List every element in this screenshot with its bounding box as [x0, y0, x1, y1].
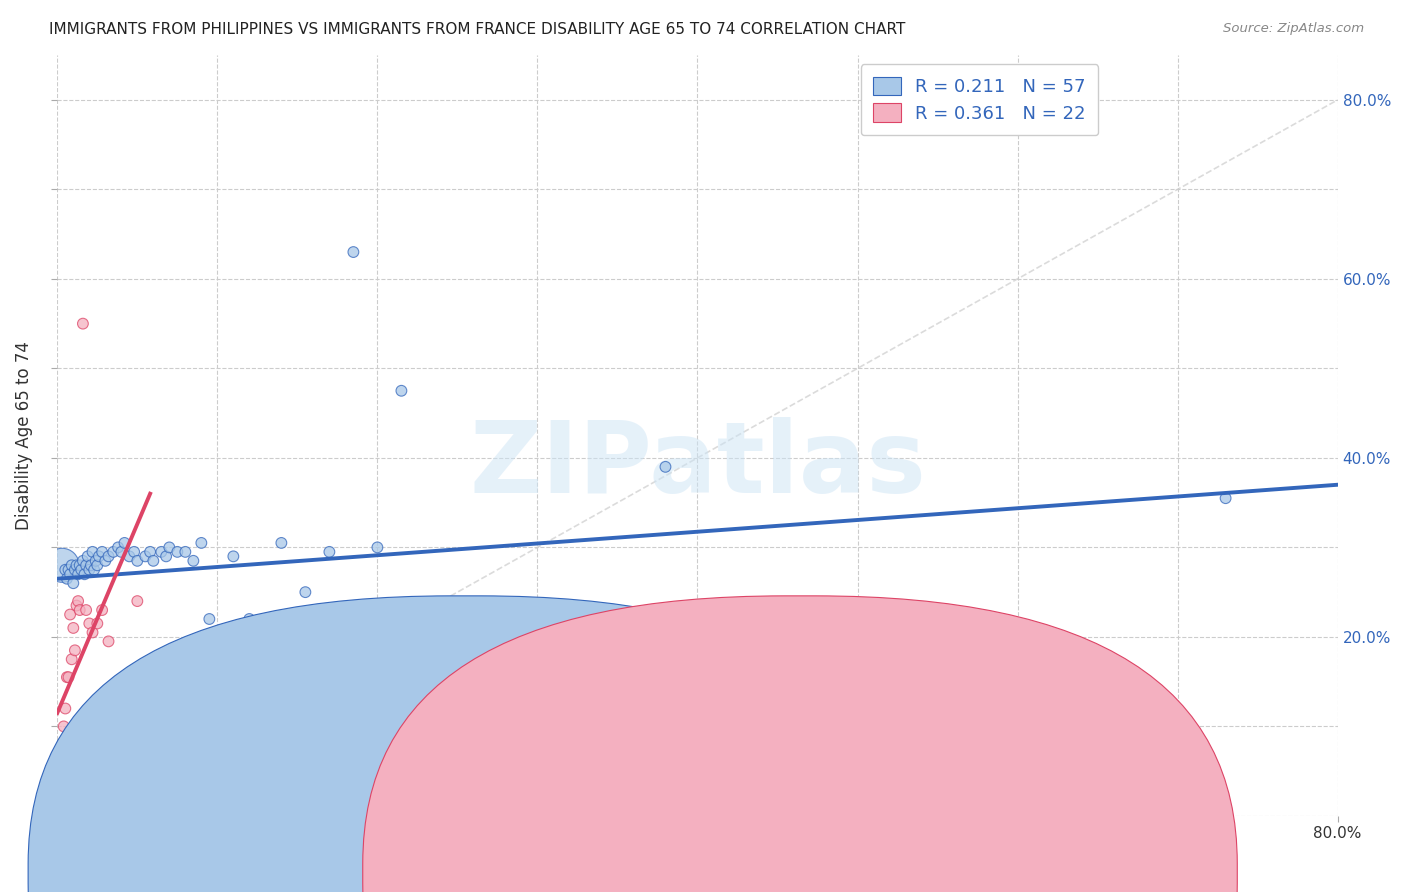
- Point: [69, 558, 91, 573]
- Point: [134, 549, 156, 564]
- Point: [238, 612, 260, 626]
- Point: [91, 545, 114, 559]
- Point: [107, 541, 129, 555]
- Point: [150, 545, 173, 559]
- Point: [73, 567, 96, 582]
- Point: [91, 603, 114, 617]
- Point: [190, 536, 212, 550]
- Point: [53, 563, 76, 577]
- Point: [72, 554, 94, 568]
- Point: [142, 554, 165, 568]
- Text: IMMIGRANTS FROM PHILIPPINES VS IMMIGRANTS FROM FRANCE DISABILITY AGE 65 TO 74 CO: IMMIGRANTS FROM PHILIPPINES VS IMMIGRANT…: [49, 22, 905, 37]
- Point: [318, 545, 340, 559]
- Point: [198, 612, 221, 626]
- Point: [72, 317, 94, 331]
- Point: [127, 554, 149, 568]
- Point: [53, 701, 76, 715]
- Point: [52, 719, 75, 733]
- Point: [118, 549, 141, 564]
- Point: [222, 549, 245, 564]
- Point: [80, 558, 103, 573]
- Point: [1215, 491, 1237, 505]
- Point: [134, 719, 156, 733]
- Point: [103, 545, 125, 559]
- Point: [59, 567, 82, 582]
- Text: Source: ZipAtlas.com: Source: ZipAtlas.com: [1223, 22, 1364, 36]
- Point: [122, 545, 145, 559]
- Point: [67, 594, 90, 608]
- Text: ZIPatlas: ZIPatlas: [470, 417, 927, 515]
- Point: [56, 572, 79, 586]
- Y-axis label: Disability Age 65 to 74: Disability Age 65 to 74: [15, 341, 32, 530]
- Point: [75, 603, 97, 617]
- Point: [270, 536, 292, 550]
- Point: [75, 558, 97, 573]
- Legend: R = 0.211   N = 57, R = 0.361   N = 22: R = 0.211 N = 57, R = 0.361 N = 22: [860, 64, 1098, 136]
- Point: [86, 616, 108, 631]
- Point: [155, 549, 177, 564]
- Point: [294, 585, 316, 599]
- Point: [79, 563, 101, 577]
- Point: [183, 554, 205, 568]
- Point: [166, 545, 188, 559]
- Point: [76, 549, 98, 564]
- Point: [87, 549, 110, 564]
- Point: [114, 536, 136, 550]
- Point: [79, 616, 101, 631]
- Point: [63, 643, 86, 657]
- Point: [51, 558, 73, 573]
- Point: [110, 545, 132, 559]
- Point: [58, 670, 80, 684]
- Point: [127, 594, 149, 608]
- Point: [107, 719, 129, 733]
- Point: [51, 737, 73, 751]
- Point: [83, 563, 105, 577]
- Point: [58, 563, 80, 577]
- Point: [207, 683, 229, 698]
- Point: [62, 576, 84, 591]
- Point: [59, 607, 82, 622]
- Point: [254, 648, 277, 662]
- Text: Immigrants from France: Immigrants from France: [794, 865, 977, 880]
- Point: [97, 634, 120, 648]
- Point: [174, 545, 197, 559]
- Point: [94, 554, 117, 568]
- Point: [654, 459, 676, 474]
- Point: [70, 563, 93, 577]
- Point: [342, 245, 364, 260]
- Point: [82, 625, 104, 640]
- Point: [63, 563, 86, 577]
- Point: [894, 612, 917, 626]
- Point: [69, 603, 91, 617]
- Point: [56, 670, 79, 684]
- Point: [389, 384, 412, 398]
- Point: [82, 545, 104, 559]
- Text: Immigrants from Philippines: Immigrants from Philippines: [454, 865, 671, 880]
- Point: [97, 549, 120, 564]
- Point: [84, 554, 107, 568]
- Point: [65, 599, 87, 613]
- Point: [62, 621, 84, 635]
- Point: [60, 558, 83, 573]
- Point: [60, 652, 83, 666]
- Point: [139, 545, 162, 559]
- Point: [86, 558, 108, 573]
- Point: [157, 541, 180, 555]
- Point: [65, 558, 87, 573]
- Point: [67, 567, 90, 582]
- Point: [366, 541, 388, 555]
